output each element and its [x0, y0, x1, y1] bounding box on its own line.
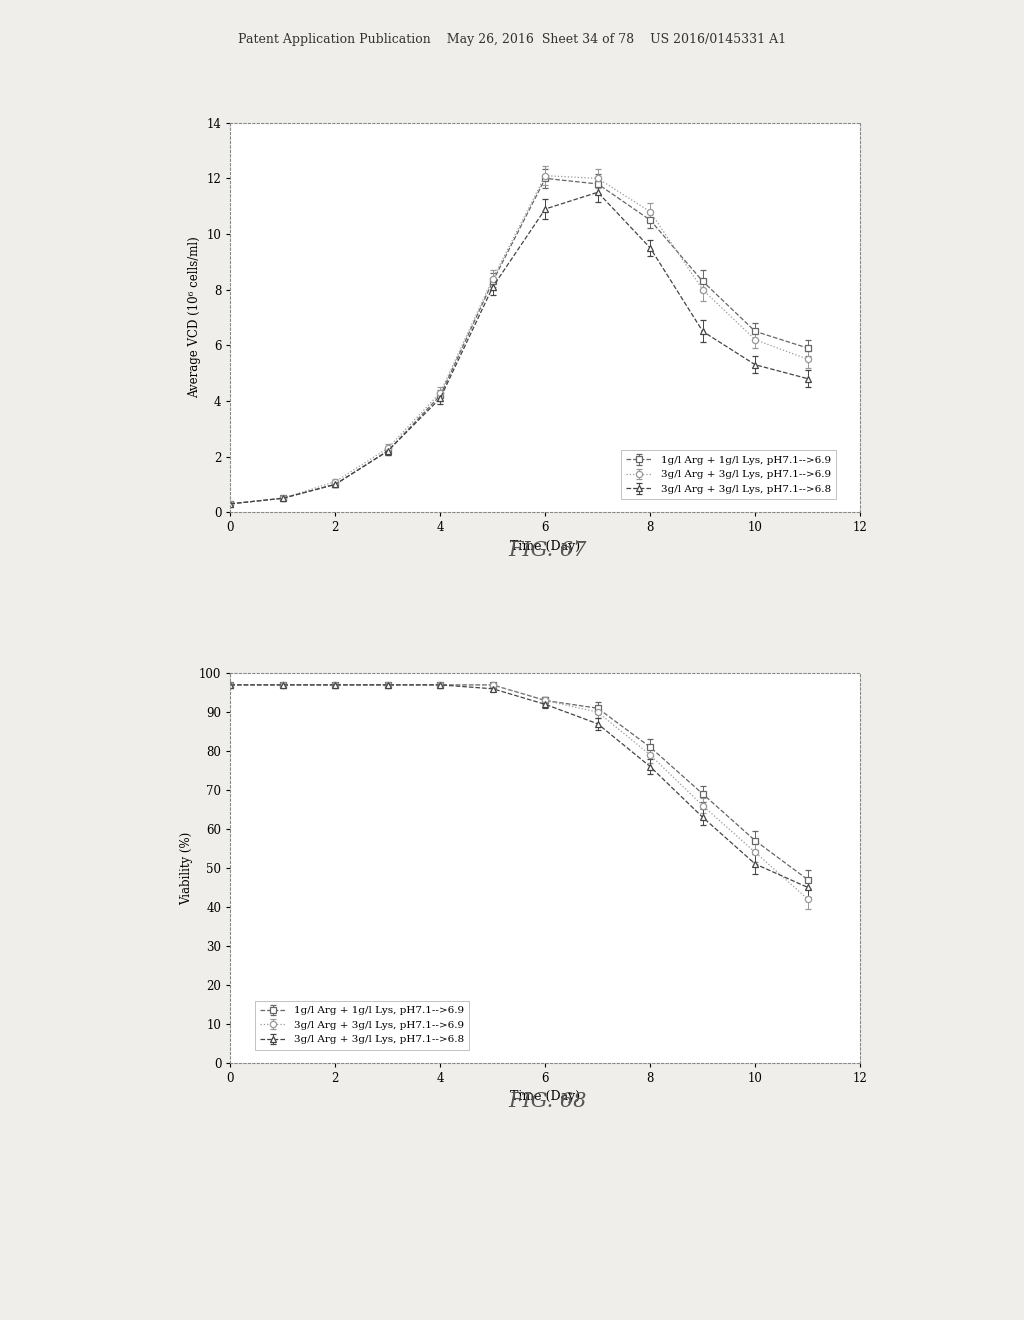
- Legend: 1g/l Arg + 1g/l Lys, pH7.1-->6.9, 3g/l Arg + 3g/l Lys, pH7.1-->6.9, 3g/l Arg + 3: 1g/l Arg + 1g/l Lys, pH7.1-->6.9, 3g/l A…: [622, 450, 836, 499]
- Legend: 1g/l Arg + 1g/l Lys, pH7.1-->6.9, 3g/l Arg + 3g/l Lys, pH7.1-->6.9, 3g/l Arg + 3: 1g/l Arg + 1g/l Lys, pH7.1-->6.9, 3g/l A…: [255, 1001, 469, 1049]
- X-axis label: Time (Day): Time (Day): [510, 1090, 581, 1104]
- Y-axis label: Viability (%): Viability (%): [180, 832, 194, 904]
- Text: Patent Application Publication    May 26, 2016  Sheet 34 of 78    US 2016/014533: Patent Application Publication May 26, 2…: [238, 33, 786, 46]
- X-axis label: Time (Day): Time (Day): [510, 540, 581, 553]
- Text: FIG. 68: FIG. 68: [509, 1092, 587, 1110]
- Text: FIG. 67: FIG. 67: [509, 541, 587, 560]
- Y-axis label: Average VCD (10⁶ cells/ml): Average VCD (10⁶ cells/ml): [188, 236, 201, 399]
